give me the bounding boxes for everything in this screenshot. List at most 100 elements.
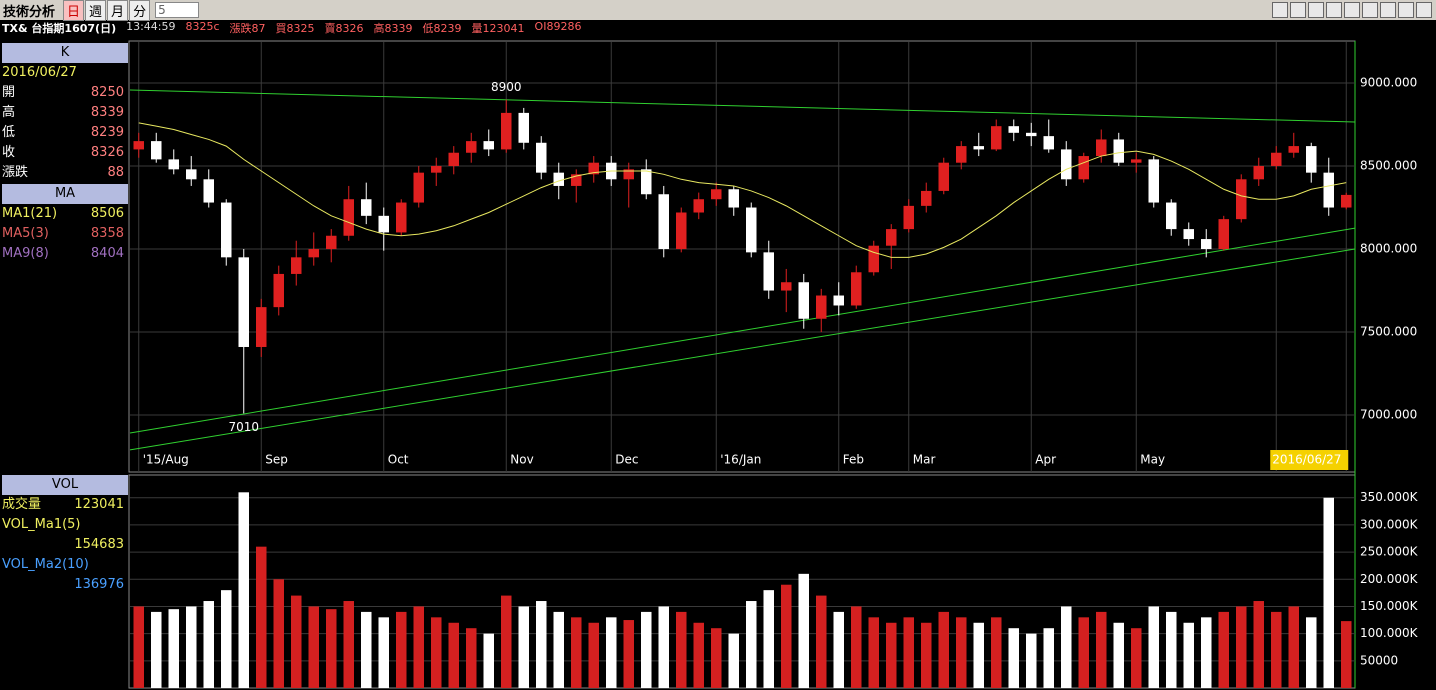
candle-body <box>641 169 652 195</box>
volume-bar <box>641 611 652 688</box>
label-highlight <box>1270 450 1349 470</box>
row-label: MA1(21) <box>2 206 58 221</box>
vol-panel: VOL 成交量 123041 VOL_Ma1(5) 154683 VOL_Ma2(10)… <box>2 475 128 595</box>
volume-bar <box>1008 628 1019 688</box>
volume-bar <box>1113 622 1124 688</box>
volume-bar <box>483 633 494 688</box>
x-tick-label: 2016/06/27 <box>1272 453 1341 467</box>
row: 高 8339 <box>2 103 128 123</box>
symbol: TX& 台指期1607(日) <box>2 20 116 35</box>
period-button[interactable]: 週 <box>85 0 107 21</box>
row-label: VOL_Ma2(10) <box>2 557 89 572</box>
candle-body <box>938 162 949 191</box>
period-button[interactable]: 月 <box>107 0 129 21</box>
button[interactable] <box>1398 2 1414 18</box>
row: 成交量 123041 <box>2 495 128 515</box>
k-rows: 開 8250 高 8339 低 8239 收 8326 漲跌 88 <box>2 83 128 183</box>
x-tick-label: Oct <box>388 453 409 467</box>
ma-panel: MA MA1(21) 8506 MA5(3) 8358 MA9(8) 8404 <box>2 184 128 264</box>
quote-item: OI89286 <box>534 20 582 33</box>
row-label: 開 <box>2 85 16 100</box>
volume-bar <box>238 492 249 688</box>
button[interactable] <box>1362 2 1378 18</box>
volume-bar <box>1271 611 1282 688</box>
x-tick-label: '16/Jan <box>720 453 761 467</box>
annotation: 7010 <box>228 420 259 434</box>
volume-bar <box>396 611 407 688</box>
candle-body <box>991 126 1002 150</box>
period-button[interactable]: 分 <box>129 0 151 21</box>
row: 開 8250 <box>2 83 128 103</box>
row: VOL_Ma1(5) 154683 <box>2 515 128 555</box>
button[interactable] <box>1344 2 1360 18</box>
volume-bar <box>1218 611 1229 688</box>
volume-bar <box>1253 601 1264 688</box>
volume-bar <box>851 606 862 688</box>
quote-item: 買8325 <box>275 22 315 35</box>
candle-body <box>168 159 179 170</box>
button[interactable] <box>1272 2 1288 18</box>
button[interactable] <box>1326 2 1342 18</box>
candle-body <box>816 295 827 319</box>
row-label: 漲跌 <box>2 165 29 180</box>
candle-body <box>343 199 354 236</box>
x-tick-label: May <box>1140 453 1165 467</box>
quote-item: 8325c <box>185 20 220 33</box>
candle-body <box>431 166 442 173</box>
volume-bar <box>1131 628 1142 688</box>
volume-bar <box>921 622 932 688</box>
x-tick-label: Sep <box>265 453 288 467</box>
button[interactable] <box>1290 2 1306 18</box>
panel-header: MA <box>2 184 128 204</box>
row-label: MA5(3) <box>2 226 49 241</box>
row: 低 8239 <box>2 123 128 143</box>
volume-bar <box>466 628 477 688</box>
volume-bar <box>956 617 967 688</box>
volume-bar <box>816 595 827 688</box>
quote-item: 漲跌87 <box>229 22 266 35</box>
volume-bar <box>763 590 774 688</box>
row-value: 8506 <box>90 206 124 221</box>
button[interactable] <box>1380 2 1396 18</box>
candle-body <box>518 112 529 143</box>
volume-bar <box>326 609 337 688</box>
candle-body <box>1183 229 1194 240</box>
volume-bar <box>1306 617 1317 688</box>
volume-bar <box>1096 611 1107 688</box>
row: MA1(21) 8506 <box>2 204 128 224</box>
row-label: VOL_Ma1(5) <box>2 517 81 532</box>
volume-bar <box>1166 611 1177 688</box>
interval-select[interactable]: 5 <box>155 2 200 18</box>
candle-body <box>1236 179 1247 220</box>
candle-body <box>483 141 494 150</box>
y-tick-label: 250.000K <box>1360 545 1419 559</box>
candle-body <box>1113 139 1124 163</box>
annotation: 8900 <box>491 80 522 94</box>
row: 收 8326 <box>2 143 128 163</box>
volume-bar <box>746 601 757 688</box>
candle-body <box>1043 136 1054 150</box>
volume-bar <box>833 611 844 688</box>
candle-body <box>868 245 879 273</box>
row: VOL_Ma2(10) 136976 <box>2 555 128 595</box>
candle-body <box>1253 166 1264 180</box>
period-button[interactable]: 日 <box>63 0 85 21</box>
candle-body <box>623 169 634 180</box>
candle-body <box>903 205 914 230</box>
row-value: 136976 <box>74 577 124 592</box>
button[interactable] <box>1416 2 1432 18</box>
volume-bar <box>868 617 879 688</box>
button[interactable] <box>1308 2 1324 18</box>
date: 2016/06/27 <box>2 63 128 83</box>
y-tick-label: 150.000K <box>1360 599 1419 613</box>
volume-bar <box>168 609 179 688</box>
candle-body <box>693 199 704 213</box>
candle-body <box>1026 132 1037 137</box>
row-value: 8250 <box>90 85 124 100</box>
y-tick-label: 50000 <box>1360 653 1398 667</box>
panel-header: K <box>2 43 128 63</box>
candle-body <box>1148 159 1159 203</box>
volume-bar <box>973 622 984 688</box>
candle-body <box>728 189 739 208</box>
